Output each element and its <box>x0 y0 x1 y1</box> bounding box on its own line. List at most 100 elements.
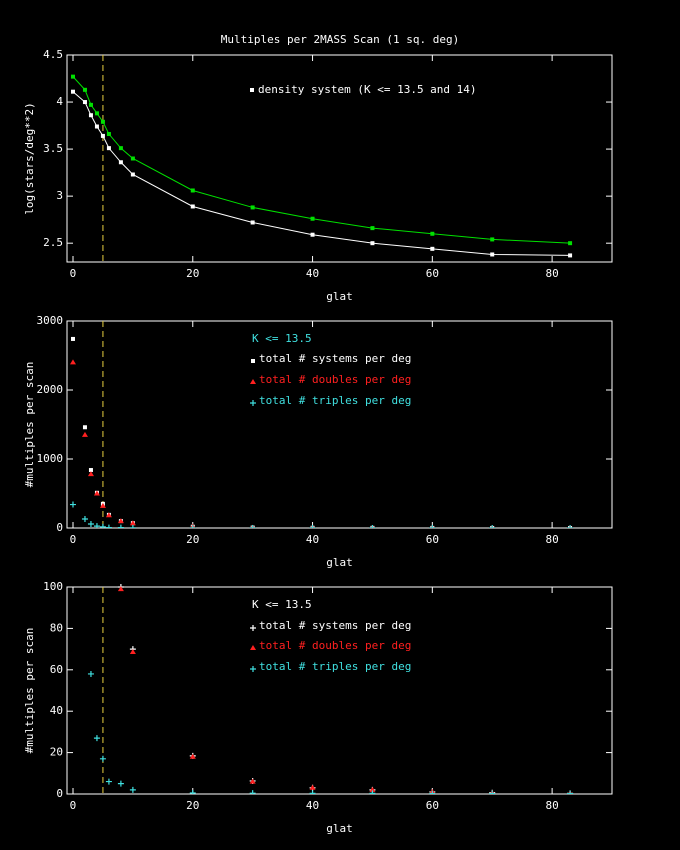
legend-label: total # doubles per deg <box>259 373 411 386</box>
legend-title: K <= 13.5 <box>252 598 312 611</box>
y-tick-label: 4.5 <box>43 48 63 61</box>
y-tick-label: 40 <box>50 704 63 717</box>
x-tick-label: 20 <box>186 533 199 546</box>
point <box>430 246 435 251</box>
y-tick-label: 4 <box>56 95 63 108</box>
point <box>93 490 100 496</box>
point <box>249 778 256 784</box>
point <box>70 74 75 79</box>
point <box>250 220 255 225</box>
y-tick-label: 3 <box>56 189 63 202</box>
point <box>129 648 136 654</box>
point <box>93 735 100 742</box>
legend-marker <box>250 88 254 92</box>
y-axis-label: #multiples per scan <box>23 628 36 754</box>
point <box>70 336 75 341</box>
point <box>189 789 196 794</box>
chart-title: Multiples per 2MASS Scan (1 sq. deg) <box>221 33 459 46</box>
point <box>117 586 124 592</box>
point <box>88 113 93 118</box>
point <box>81 431 88 437</box>
point <box>117 518 124 524</box>
point <box>82 100 87 105</box>
y-tick-label: 2000 <box>37 383 64 396</box>
x-axis-label: glat <box>326 556 353 569</box>
point <box>105 524 112 528</box>
point <box>94 124 99 129</box>
point <box>118 160 123 165</box>
legend-label: total # triples per deg <box>259 660 411 673</box>
point <box>489 790 496 794</box>
plot-area <box>70 74 573 258</box>
point <box>70 89 75 94</box>
x-tick-label: 0 <box>70 267 77 280</box>
plot-frame <box>66 320 613 529</box>
y-axis-label: log(stars/deg**2) <box>23 102 36 215</box>
point <box>309 790 316 794</box>
y-tick-label: 0 <box>56 787 63 800</box>
point <box>100 133 105 138</box>
x-tick-label: 60 <box>426 267 439 280</box>
legend-label: density system (K <= 13.5 and 14) <box>258 83 477 96</box>
point <box>490 252 495 257</box>
point <box>190 204 195 209</box>
point <box>568 253 573 258</box>
y-tick-label: 1000 <box>37 452 64 465</box>
point <box>369 786 376 792</box>
point <box>249 790 256 794</box>
point <box>105 778 112 785</box>
x-tick-label: 80 <box>545 533 558 546</box>
legend-marker <box>251 359 255 363</box>
point <box>429 790 436 794</box>
point <box>309 784 316 790</box>
plot-frame <box>66 586 613 795</box>
x-axis-label: glat <box>326 822 353 835</box>
point <box>369 790 376 794</box>
point <box>370 241 375 246</box>
x-tick-label: 40 <box>306 799 319 812</box>
point <box>310 232 315 237</box>
x-tick-label: 40 <box>306 267 319 280</box>
x-tick-label: 80 <box>545 267 558 280</box>
x-axis-label: glat <box>326 290 353 303</box>
point <box>82 425 87 430</box>
point <box>250 205 255 210</box>
point <box>94 111 99 116</box>
point <box>69 501 76 508</box>
y-tick-label: 80 <box>50 621 63 634</box>
legend-marker <box>250 379 256 384</box>
y-tick-label: 3000 <box>37 314 64 327</box>
legend-label: total # systems per deg <box>259 352 411 365</box>
legend-label: total # systems per deg <box>259 619 411 632</box>
point <box>88 468 93 473</box>
point <box>117 780 124 787</box>
point <box>190 188 195 193</box>
point <box>310 216 315 221</box>
y-tick-label: 3.5 <box>43 142 63 155</box>
point <box>129 786 136 793</box>
point <box>129 524 136 528</box>
point <box>106 132 111 137</box>
point <box>82 87 87 92</box>
legend-label: total # doubles per deg <box>259 639 411 652</box>
x-tick-label: 20 <box>186 799 199 812</box>
x-tick-label: 40 <box>306 533 319 546</box>
point <box>87 520 94 527</box>
point <box>106 146 111 151</box>
point <box>69 359 76 365</box>
y-tick-label: 100 <box>43 580 63 593</box>
point <box>189 524 196 528</box>
point <box>93 523 100 528</box>
x-tick-label: 60 <box>426 799 439 812</box>
point <box>370 226 375 231</box>
point <box>430 231 435 236</box>
point <box>99 755 106 762</box>
x-tick-label: 20 <box>186 267 199 280</box>
point <box>81 516 88 523</box>
legend-marker <box>250 625 256 631</box>
y-tick-label: 20 <box>50 746 63 759</box>
y-tick-label: 60 <box>50 663 63 676</box>
point <box>567 524 574 528</box>
point <box>568 241 573 246</box>
legend-title: K <= 13.5 <box>252 332 312 345</box>
